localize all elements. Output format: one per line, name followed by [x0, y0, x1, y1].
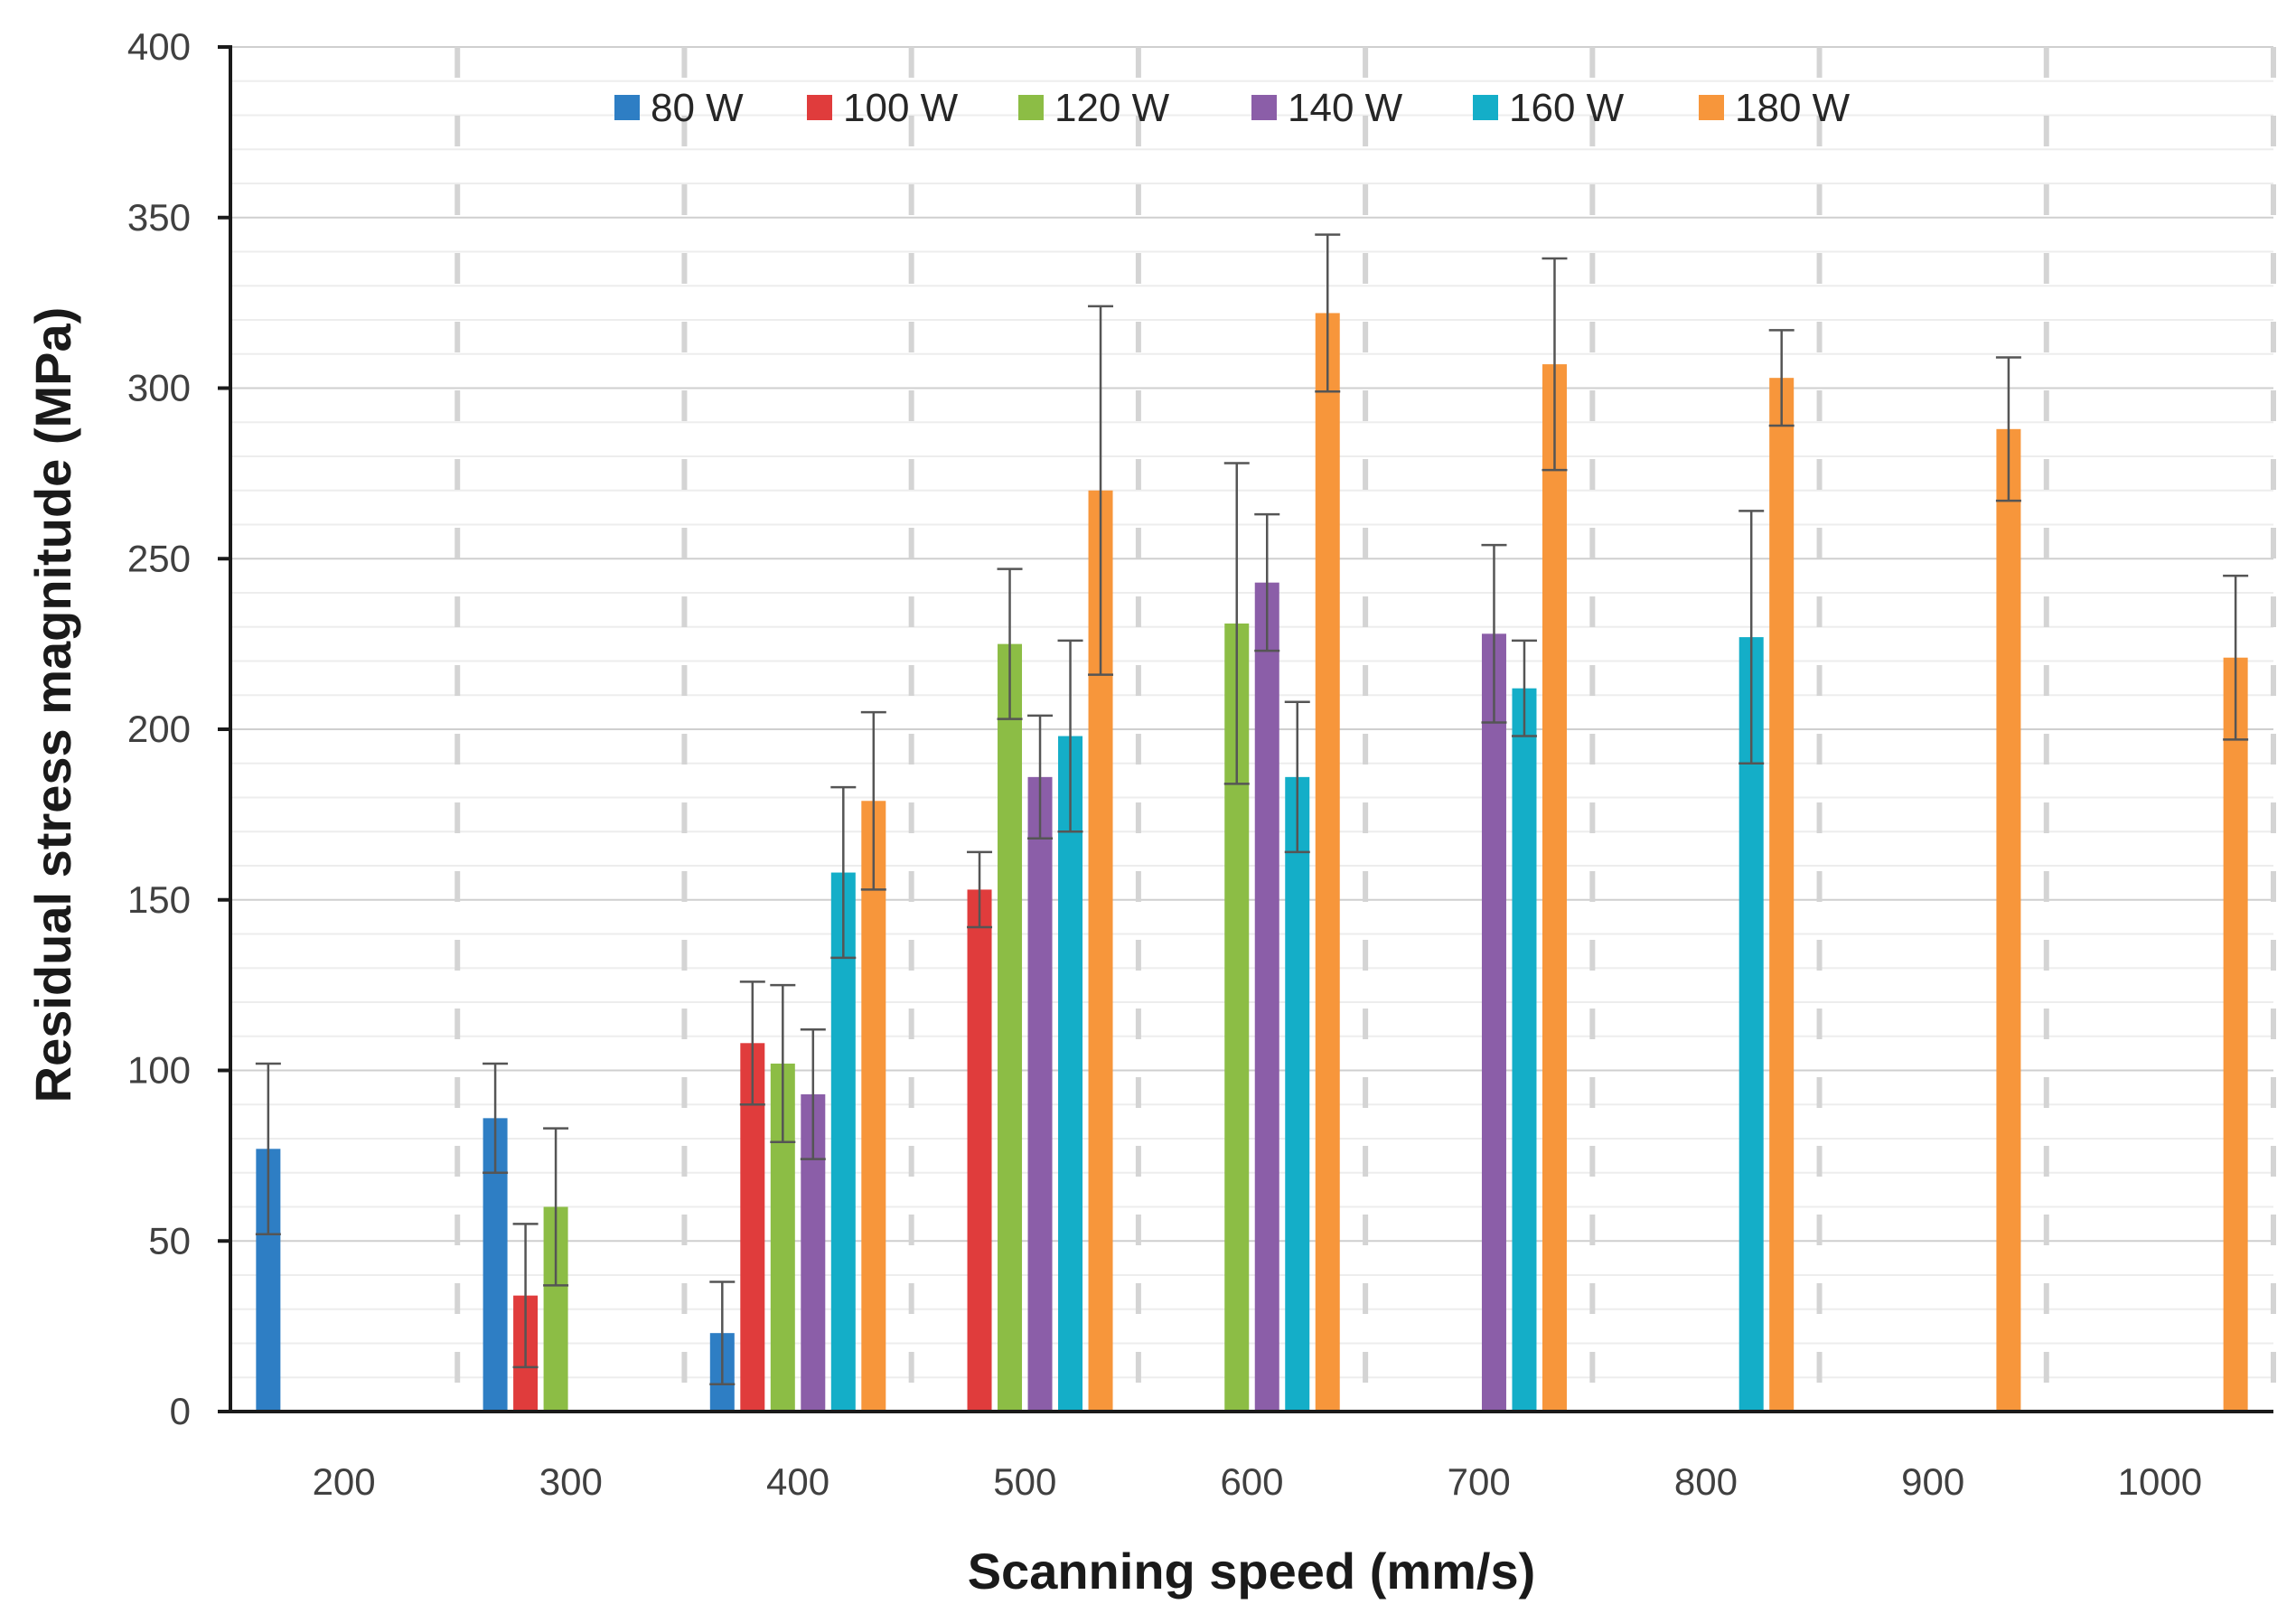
tick-labels: 0 50 100 150 200 250 300 350 400 200 300 400 500 600 7… — [127, 25, 2202, 1503]
legend-label: 180 W — [1735, 86, 1851, 130]
bar — [967, 889, 992, 1412]
bar — [1058, 736, 1083, 1412]
grid-layer — [230, 46, 2273, 1379]
x-tick-label: 800 — [1674, 1460, 1738, 1503]
y-tick-label: 100 — [127, 1049, 191, 1092]
legend-swatch — [1018, 95, 1044, 120]
legend-label: 120 W — [1054, 86, 1170, 130]
error-bars — [255, 233, 2249, 1386]
legend-swatch — [614, 95, 640, 120]
y-tick-label: 350 — [127, 196, 191, 239]
y-tick-label: 0 — [170, 1390, 191, 1432]
x-tick-label: 500 — [993, 1460, 1056, 1503]
legend-swatch — [1251, 95, 1277, 120]
bar — [1285, 776, 1310, 1412]
x-tick-label: 900 — [1901, 1460, 1964, 1503]
legend-label: 80 W — [651, 86, 744, 130]
legend-label: 100 W — [843, 86, 959, 130]
legend: 80 W 100 W 120 W 140 W 160 W 180 W — [614, 86, 1851, 130]
bar — [1254, 582, 1279, 1412]
legend-swatch — [807, 95, 832, 120]
bar — [1315, 313, 1340, 1412]
axes — [218, 45, 2273, 1413]
y-tick-label: 250 — [127, 537, 191, 579]
bar — [861, 801, 886, 1412]
legend-swatch — [1473, 95, 1498, 120]
x-axis-title: Scanning speed (mm/s) — [968, 1543, 1536, 1600]
y-tick-label: 400 — [127, 25, 191, 68]
bars — [256, 313, 2248, 1412]
bar — [830, 872, 856, 1412]
y-tick-label: 200 — [127, 708, 191, 750]
bar — [1738, 637, 1764, 1412]
y-tick-label: 50 — [148, 1219, 191, 1262]
bar — [1542, 364, 1567, 1412]
bar — [1481, 633, 1506, 1412]
y-tick-label: 150 — [127, 878, 191, 921]
x-tick-label: 1000 — [2118, 1460, 2202, 1503]
x-tick-label: 400 — [766, 1460, 829, 1503]
x-tick-label: 300 — [539, 1460, 603, 1503]
x-tick-label: 600 — [1220, 1460, 1283, 1503]
category-separators — [455, 47, 2276, 1412]
x-tick-label: 700 — [1448, 1460, 1511, 1503]
y-tick-label: 300 — [127, 367, 191, 409]
bar — [1769, 378, 1795, 1412]
y-axis-title: Residual stress magnitude (MPa) — [24, 307, 81, 1103]
bar — [2223, 657, 2248, 1412]
bar — [1027, 776, 1053, 1412]
bar — [1512, 688, 1537, 1412]
legend-swatch — [1699, 95, 1724, 120]
bar — [998, 643, 1023, 1412]
legend-label: 140 W — [1288, 86, 1403, 130]
x-tick-label: 200 — [313, 1460, 376, 1503]
bar — [1996, 428, 2021, 1412]
legend-label: 160 W — [1509, 86, 1625, 130]
